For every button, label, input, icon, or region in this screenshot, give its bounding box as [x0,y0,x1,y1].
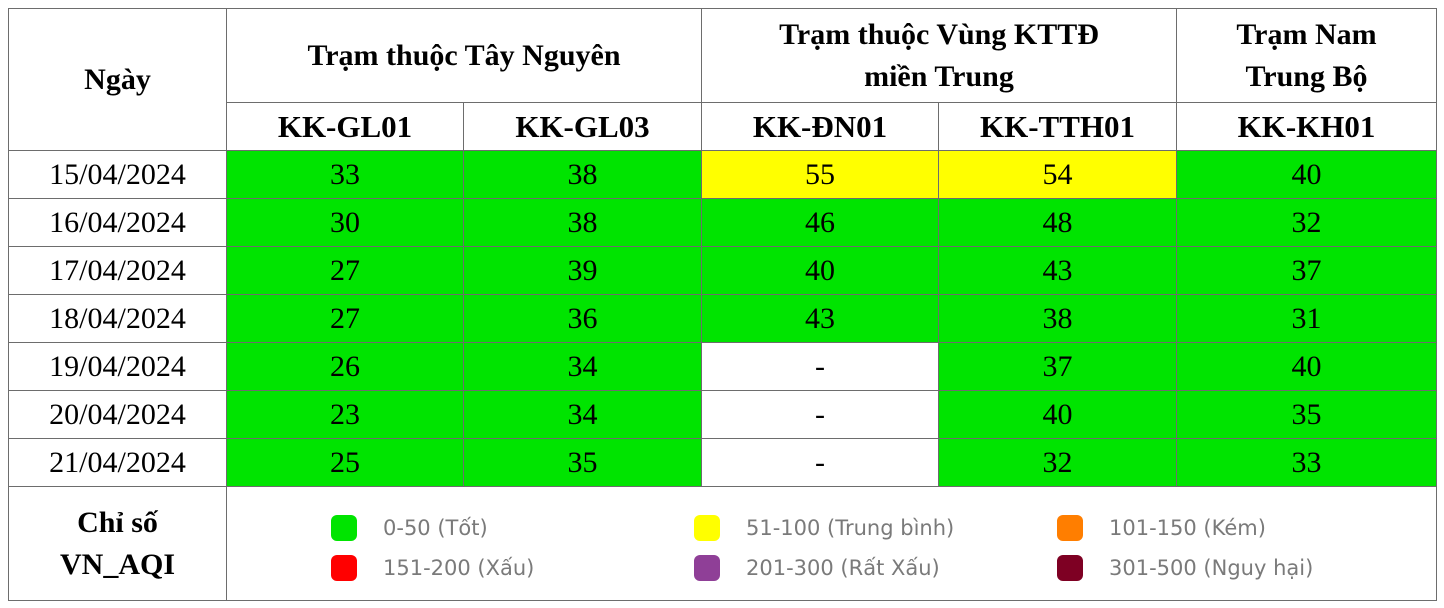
aqi-value-cell: 31 [1176,294,1437,343]
date-column-header: Ngày [8,8,227,151]
table-row: 16/04/2024 30 38 46 48 32 [8,198,1437,247]
legend-swatch [331,554,357,581]
date-cell: 15/04/2024 [8,150,227,199]
legend-label: 51-100 (Trung bình) [746,515,955,540]
aqi-value-cell: - [701,390,939,439]
aqi-value-cell: 26 [226,342,464,391]
aqi-value-cell: 40 [701,246,939,295]
legend-swatch [694,554,720,581]
date-cell: 17/04/2024 [8,246,227,295]
aqi-value-cell: - [701,438,939,487]
legend-label: 201-300 (Rất Xấu) [746,555,940,580]
legend-swatch [331,514,357,541]
aqi-table: Ngày Trạm thuộc Tây Nguyên Trạm thuộc Vù… [8,8,1437,601]
station-header-kk-kh01: KK-KH01 [1176,102,1437,151]
aqi-value-cell: 25 [226,438,464,487]
aqi-value-cell: 39 [463,246,702,295]
aqi-value-cell: 38 [463,150,702,199]
group-header-nam-trung-bo: Trạm Nam Trung Bộ [1176,8,1437,103]
aqi-value-cell: 34 [463,342,702,391]
aqi-value-cell: 37 [938,342,1177,391]
group-header-mien-trung: Trạm thuộc Vùng KTTĐ miền Trung [701,8,1177,103]
table-row: 19/04/2024 26 34 - 37 40 [8,342,1437,391]
aqi-value-cell: 38 [463,198,702,247]
legend-label: 151-200 (Xấu) [383,555,535,580]
station-header-kk-dn01: KK-ĐN01 [701,102,939,151]
aqi-value-cell: 54 [938,150,1177,199]
aqi-value-cell: 34 [463,390,702,439]
aqi-value-cell: 35 [1176,390,1437,439]
group-header-line: Trạm thuộc Vùng KTTĐ [779,17,1099,51]
group-header-tay-nguyen: Trạm thuộc Tây Nguyên [226,8,702,103]
legend-item-moderate: 51-100 (Trung bình) [694,508,1057,548]
aqi-value-cell: 27 [226,246,464,295]
legend-grid: 0-50 (Tốt) 51-100 (Trung bình) 101-150 (… [228,496,1436,592]
station-header-kk-gl03: KK-GL03 [463,102,702,151]
legend-item-very-bad: 201-300 (Rất Xấu) [694,548,1057,588]
aqi-value-cell: 32 [1176,198,1437,247]
aqi-value-cell: 33 [1176,438,1437,487]
aqi-value-cell: 32 [938,438,1177,487]
aqi-value-cell: 43 [938,246,1177,295]
station-header-kk-tth01: KK-TTH01 [938,102,1177,151]
group-header-line: Trung Bộ [1245,59,1368,93]
aqi-value-cell: 27 [226,294,464,343]
aqi-value-cell: 33 [226,150,464,199]
date-cell: 18/04/2024 [8,294,227,343]
date-cell: 16/04/2024 [8,198,227,247]
aqi-value-cell: 40 [1176,342,1437,391]
date-cell: 21/04/2024 [8,438,227,487]
aqi-value-cell: 23 [226,390,464,439]
aqi-value-cell: 30 [226,198,464,247]
station-header-kk-gl01: KK-GL01 [226,102,464,151]
legend-label: 101-150 (Kém) [1109,515,1266,540]
aqi-value-cell: 43 [701,294,939,343]
legend-title-line: Chỉ số [77,505,158,539]
aqi-value-cell: 40 [938,390,1177,439]
group-header-line: miền Trung [864,59,1014,93]
legend-label: 0-50 (Tốt) [383,515,488,540]
aqi-value-cell: 40 [1176,150,1437,199]
header-group-row: Ngày Trạm thuộc Tây Nguyên Trạm thuộc Vù… [8,8,1437,151]
legend-cell: 0-50 (Tốt) 51-100 (Trung bình) 101-150 (… [226,486,1437,601]
legend-item-bad: 151-200 (Xấu) [331,548,694,588]
table-row: 17/04/2024 27 39 40 43 37 [8,246,1437,295]
aqi-value-cell: 46 [701,198,939,247]
aqi-value-cell: 37 [1176,246,1437,295]
group-header-line: Trạm thuộc Tây Nguyên [307,38,621,72]
table-row: 20/04/2024 23 34 - 40 35 [8,390,1437,439]
table-row: 21/04/2024 25 35 - 32 33 [8,438,1437,487]
legend-title-line: VN_AQI [59,547,175,581]
date-cell: 20/04/2024 [8,390,227,439]
legend-label: 301-500 (Nguy hại) [1109,555,1314,580]
legend-swatch [1057,554,1083,581]
date-cell: 19/04/2024 [8,342,227,391]
aqi-value-cell: 48 [938,198,1177,247]
aqi-value-cell: 36 [463,294,702,343]
legend-row: Chỉ số VN_AQI 0-50 (Tốt) 51-100 (Trung b… [8,486,1437,601]
legend-swatch [694,514,720,541]
legend-item-good: 0-50 (Tốt) [331,508,694,548]
table-row: 15/04/2024 33 38 55 54 40 [8,150,1437,199]
legend-title: Chỉ số VN_AQI [8,486,227,601]
table-row: 18/04/2024 27 36 43 38 31 [8,294,1437,343]
aqi-value-cell: 55 [701,150,939,199]
legend-item-hazardous: 301-500 (Nguy hại) [1057,548,1382,588]
aqi-value-cell: - [701,342,939,391]
legend-item-poor: 101-150 (Kém) [1057,508,1382,548]
aqi-value-cell: 38 [938,294,1177,343]
aqi-value-cell: 35 [463,438,702,487]
legend-swatch [1057,514,1083,541]
group-header-line: Trạm Nam [1236,17,1377,51]
